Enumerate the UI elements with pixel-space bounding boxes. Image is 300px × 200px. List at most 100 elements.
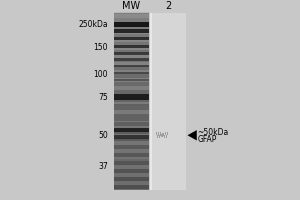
Bar [114,117,148,118]
Bar [114,130,148,132]
Bar [114,100,148,102]
Bar [114,81,148,82]
Text: GFAP: GFAP [197,135,217,144]
Bar [114,162,148,164]
Bar [114,93,148,94]
Bar [114,145,148,147]
Bar [114,104,148,106]
Bar [114,66,148,68]
Bar [114,158,148,159]
Bar [114,99,148,101]
Bar [114,79,148,81]
Bar [114,124,148,126]
Bar [158,132,159,135]
Bar [114,116,148,118]
Bar [114,41,148,42]
Bar [114,23,148,24]
Bar [114,98,148,100]
Bar [114,37,148,40]
Bar [114,120,148,121]
Bar [114,92,148,94]
Bar [114,148,148,149]
Bar [167,132,168,135]
Bar [114,103,148,104]
Bar [114,139,148,141]
Bar [114,152,148,153]
Bar [114,94,148,95]
Bar [114,123,148,125]
Bar [160,133,161,137]
Bar [114,63,148,64]
Bar [114,145,148,146]
Bar [114,74,148,76]
Bar [114,119,148,120]
Bar [114,180,148,181]
Bar [114,52,148,55]
Bar [114,188,148,189]
Bar [114,172,148,173]
Bar [114,28,148,30]
Bar [114,153,148,154]
Bar [114,65,148,67]
Bar [166,135,167,138]
Bar [114,146,148,148]
Bar [114,88,148,89]
Bar [114,35,148,37]
Bar [114,79,148,80]
Bar [114,90,148,91]
Bar [114,118,148,121]
Bar [114,56,148,57]
Bar [114,69,148,70]
Bar [114,22,148,27]
Bar [114,83,148,85]
Bar [114,128,148,129]
Bar [114,108,148,110]
Bar [114,17,148,18]
Bar [164,135,165,138]
Bar [114,80,148,81]
Bar [114,177,148,178]
Bar [114,13,148,190]
Bar [114,185,148,187]
Bar [114,20,148,22]
Bar [114,66,148,67]
Bar [114,19,148,21]
Bar [114,57,148,58]
Bar [114,16,148,17]
Bar [114,122,148,124]
Bar [114,26,148,27]
Bar [114,107,148,109]
Bar [114,29,148,30]
Bar [114,140,148,141]
Bar [114,159,148,161]
Bar [114,168,148,169]
Bar [114,131,148,133]
Polygon shape [188,130,197,141]
Bar [114,128,148,132]
Bar [114,173,148,174]
Bar [114,53,148,54]
Bar [114,47,148,48]
Bar [114,70,148,71]
Bar [157,135,158,138]
Bar [114,153,148,155]
Bar [114,59,148,61]
Bar [114,159,148,160]
Bar [114,18,148,19]
Bar [114,64,148,65]
Bar [114,94,148,100]
Bar [114,106,148,107]
Bar [163,133,164,136]
Bar [114,102,148,103]
Text: ~50kDa: ~50kDa [197,128,229,137]
Bar [114,138,148,140]
Bar [114,132,148,134]
Bar [114,184,148,185]
Bar [114,118,148,119]
Bar [114,85,148,86]
Bar [114,37,148,38]
Bar [114,39,148,40]
Bar [114,113,148,114]
Bar [114,178,148,180]
Bar [114,134,148,135]
